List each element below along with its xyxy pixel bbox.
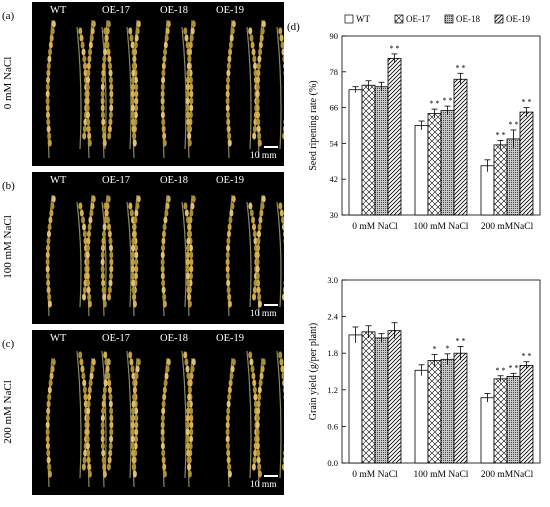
bar	[453, 352, 468, 464]
panicle-drawing	[45, 194, 284, 317]
bar	[427, 113, 442, 216]
bar	[387, 57, 402, 216]
bar	[374, 337, 389, 464]
bar	[387, 330, 402, 464]
bar	[414, 369, 429, 464]
category-label: 100 mM NaCl	[414, 222, 469, 232]
panel-letter: (a)	[2, 10, 15, 22]
scale-bar	[264, 146, 278, 148]
bar	[440, 358, 455, 464]
panicle-drawing	[45, 19, 284, 159]
y-tick-label: 78	[330, 67, 339, 77]
panel-letter: (e)	[287, 270, 300, 271]
line-label: WT	[50, 333, 67, 344]
significance-mark: * *	[522, 98, 532, 107]
line-label: OE-19	[216, 333, 244, 344]
y-tick-label: 1.2	[327, 385, 338, 395]
bar	[480, 165, 495, 216]
significance-mark: * *	[522, 352, 532, 361]
significance-mark: *	[433, 344, 437, 353]
scale-label: 10 mm	[250, 151, 277, 161]
y-tick-label: 2.4	[327, 312, 338, 322]
bar	[519, 111, 534, 216]
y-tick-label: 30	[330, 210, 339, 220]
y-tick-label: 54	[330, 138, 339, 148]
y-axis-label: Seed ripening rate (%)	[308, 80, 319, 170]
significance-mark: *	[446, 344, 450, 353]
significance-mark: * *	[496, 130, 506, 139]
panicle-photo: WT OE-17 OE-18 OE-19 10 mm	[32, 172, 284, 324]
scale-bar	[264, 475, 278, 477]
line-label: WT	[50, 175, 67, 186]
bar	[427, 360, 442, 464]
legend-label: OE-17	[406, 14, 430, 24]
category-label: 200 mMNaCl	[481, 470, 534, 480]
significance-mark: * *	[496, 366, 506, 375]
line-label: OE-17	[102, 175, 130, 186]
bar	[414, 125, 429, 216]
category-label: 200 mMNaCl	[481, 222, 534, 232]
grain-yield-chart: (e) 0.0 0.6 1.2 1.8 2.4 3.0 Grain yield (g/per …	[287, 270, 541, 480]
significance-mark: * *	[456, 336, 466, 345]
legend-swatch	[494, 14, 504, 24]
y-tick-label: 90	[330, 31, 339, 41]
y-tick-label: 0.0	[327, 458, 338, 468]
scale-label: 10 mm	[250, 480, 277, 490]
significance-mark: * *	[456, 63, 466, 72]
legend-label: OE-18	[456, 14, 480, 24]
condition-label: 100 mM NaCl	[2, 215, 14, 279]
line-label: OE-19	[216, 5, 244, 16]
bar	[361, 84, 376, 216]
legend-label: OE-19	[506, 14, 530, 24]
panel-letter: (c)	[2, 338, 15, 350]
panel-letter: (b)	[2, 180, 15, 192]
bar	[506, 375, 521, 464]
bar	[506, 138, 521, 216]
condition-label: 0 mM NaCl	[2, 56, 14, 110]
panicle-photo: WT OE-17 OE-18 OE-19 10 mm	[32, 2, 284, 166]
panicle-drawing	[45, 350, 284, 488]
significance-mark: * *	[390, 44, 400, 53]
panel-letter: (d)	[287, 21, 300, 33]
legend-swatch	[394, 14, 404, 24]
line-label: WT	[50, 5, 67, 16]
y-axis-label: Grain yield (g/per plant)	[308, 323, 319, 420]
y-tick-label: 3.0	[327, 275, 338, 285]
category-label: 0 mM NaCl	[352, 222, 398, 232]
significance-mark: * *	[509, 120, 519, 129]
bar	[453, 78, 468, 216]
bar	[480, 397, 495, 464]
bar	[493, 144, 508, 216]
category-label: 100 mM NaCl	[414, 470, 469, 480]
legend-swatch	[444, 14, 454, 24]
line-label: OE-17	[102, 5, 130, 16]
y-tick-label: 66	[330, 103, 339, 113]
bar	[493, 378, 508, 464]
bar	[519, 365, 534, 464]
bar	[440, 110, 455, 216]
significance-mark: * *	[430, 99, 440, 108]
seed-ripening-chart: (d) 30 42 54 66 78 90 Seed ripening rate (%) * *…	[287, 14, 541, 232]
scale-bar	[264, 304, 278, 306]
line-label: OE-17	[102, 333, 130, 344]
bar	[348, 89, 363, 216]
panicle-photo: WT OE-17 OE-18 OE-19 10 mm	[32, 330, 284, 495]
bar	[361, 331, 376, 464]
category-label: 0 mM NaCl	[352, 470, 398, 480]
scale-label: 10 mm	[250, 309, 277, 319]
line-label: OE-18	[160, 333, 188, 344]
legend-label: WT	[356, 14, 370, 24]
y-tick-label: 0.6	[327, 421, 338, 431]
y-tick-label: 1.8	[327, 348, 338, 358]
significance-mark: * *	[509, 363, 519, 372]
bar	[348, 334, 363, 464]
line-label: OE-19	[216, 175, 244, 186]
condition-label: 200 mM NaCl	[2, 379, 14, 444]
y-tick-label: 42	[330, 174, 339, 184]
bar	[374, 86, 389, 216]
line-label: OE-18	[160, 5, 188, 16]
significance-mark: * *	[443, 96, 453, 105]
legend-swatch	[344, 14, 354, 24]
line-label: OE-18	[160, 175, 188, 186]
